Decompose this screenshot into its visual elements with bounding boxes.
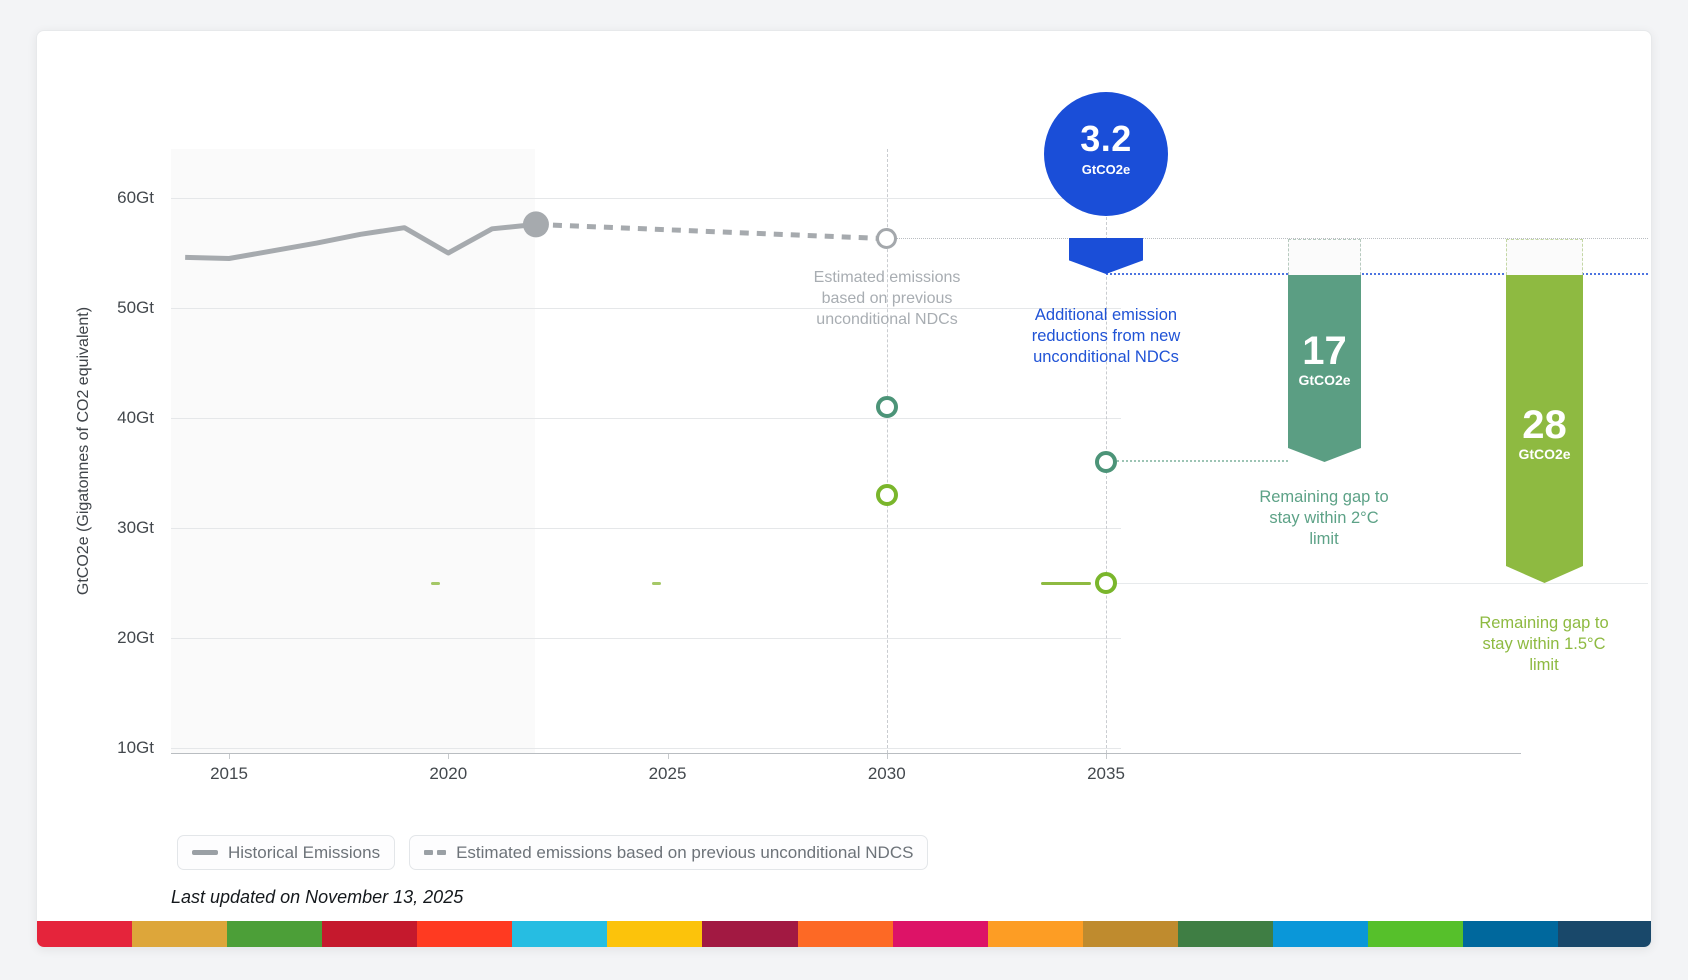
one-point-five-pathway-segment	[1041, 582, 1091, 585]
gap-15c-outline-box	[1506, 239, 1583, 275]
x-tick-label: 2020	[429, 764, 468, 783]
new-ndc-level-dotted-line	[1106, 273, 1648, 275]
y-tick-label: 60Gt	[117, 188, 154, 207]
gridline	[171, 528, 1121, 529]
gap-2c-number: 17 GtCO2e	[1288, 329, 1361, 388]
sdg-stripe-segment	[797, 921, 893, 947]
gridline	[171, 748, 1121, 749]
x-tick-label: 2015	[210, 764, 248, 783]
solid-line-swatch-icon	[192, 850, 218, 855]
caption-line: stay within 2°C	[1269, 509, 1379, 527]
estimated-2030-point[interactable]	[876, 228, 897, 249]
sdg-stripe-segment	[1367, 921, 1463, 947]
sdg-stripe-segment	[417, 921, 513, 947]
sdg-color-stripe	[37, 921, 1651, 947]
additional-reduction-badge[interactable]: 3.2 GtCO2e	[1044, 92, 1168, 216]
previous-ndc-note: Estimated emissions based on previous un…	[766, 267, 1008, 330]
x-tick-mark	[229, 753, 230, 759]
sdg-stripe-segment	[987, 921, 1083, 947]
x-tick-label: 2030	[867, 764, 906, 783]
y-tick-label: 20Gt	[117, 628, 154, 647]
x-tick-label: 2035	[1087, 764, 1125, 783]
gap-15c-arrow-bar[interactable]: 28 GtCO2e	[1506, 275, 1583, 583]
sdg-stripe-segment	[1558, 921, 1651, 947]
one-point-five-pathway-dash	[431, 582, 440, 585]
last-updated-note: Last updated on November 13, 2025	[171, 887, 464, 907]
label-line: Additional emission	[1034, 306, 1178, 324]
sdg-stripe-segment	[132, 921, 228, 947]
dashed-line-swatch-icon	[424, 850, 447, 855]
legend-label: Estimated emissions based on previous un…	[456, 842, 914, 862]
y-tick-label: 30Gt	[117, 518, 154, 537]
two-degree-level-dotted-line	[1117, 460, 1288, 462]
y-tick-label: 40Gt	[117, 408, 154, 427]
sdg-stripe-segment	[702, 921, 798, 947]
note-line: unconditional NDCs	[816, 311, 958, 328]
y-tick-label: 10Gt	[117, 738, 154, 757]
y-tick-label: 50Gt	[117, 298, 154, 317]
sdg-stripe-segment	[512, 921, 608, 947]
sdg-stripe-segment	[892, 921, 988, 947]
chart-card: 60Gt 50Gt 40Gt 30Gt 20Gt 10Gt 2015 2020 2025 2030…	[36, 30, 1652, 948]
badge-value: 3.2	[1080, 118, 1132, 159]
caption-line: Remaining gap to	[1259, 488, 1389, 506]
legend-item-historical[interactable]: Historical Emissions	[177, 835, 396, 870]
note-line: Estimated emissions	[813, 269, 961, 286]
sdg-stripe-segment	[322, 921, 418, 947]
sdg-stripe-segment	[607, 921, 703, 947]
caption-line: limit	[1529, 656, 1559, 674]
sdg-stripe-segment	[1177, 921, 1273, 947]
x-axis-line	[171, 753, 1521, 754]
y-axis-title: GtCO2e (Gigatonnes of CO2 equivalent)	[75, 306, 92, 596]
gridline	[171, 308, 1121, 309]
label-line: unconditional NDCs	[1033, 348, 1179, 366]
gap-15c-unit: GtCO2e	[1518, 446, 1571, 462]
x-tick-mark	[1106, 753, 1107, 759]
x-tick-mark	[448, 753, 450, 759]
grid-layer: 60Gt 50Gt 40Gt 30Gt 20Gt 10Gt 2015 2020 2025 2030…	[37, 31, 1651, 947]
gap-2c-caption: Remaining gap to stay within 2°C limit	[1214, 487, 1434, 550]
caption-line: stay within 1.5°C	[1482, 635, 1606, 653]
legend-item-estimated[interactable]: Estimated emissions based on previous un…	[409, 835, 929, 870]
sdg-stripe-segment	[227, 921, 323, 947]
label-line: reductions from new	[1031, 327, 1181, 345]
legend-label: Historical Emissions	[228, 842, 381, 862]
x-tick-mark	[667, 753, 669, 759]
note-line: based on previous	[821, 290, 953, 307]
gap-2c-unit: GtCO2e	[1298, 372, 1351, 388]
sdg-stripe-segment	[37, 921, 133, 947]
gridline	[171, 638, 1121, 639]
gap-2c-outline-box	[1288, 239, 1361, 275]
new-ndc-label: Additional emission reductions from new …	[981, 305, 1231, 368]
one-point-five-degree-level-line	[1116, 583, 1648, 584]
vertical-guide-2030	[887, 149, 888, 753]
x-tick-label: 2025	[648, 764, 687, 783]
gap-15c-number: 28 GtCO2e	[1506, 403, 1583, 462]
sdg-stripe-segment	[1462, 921, 1558, 947]
sdg-stripe-segment	[1082, 921, 1178, 947]
gap-15c-caption: Remaining gap to stay within 1.5°C limit	[1434, 613, 1651, 676]
one-point-five-pathway-dash	[652, 582, 661, 585]
caption-line: Remaining gap to	[1479, 614, 1609, 632]
x-tick-mark	[886, 753, 888, 759]
vertical-guide-2035	[1106, 217, 1107, 753]
gap-15c-value: 28	[1522, 403, 1567, 447]
legend: Historical Emissions Estimated emissions…	[177, 835, 929, 870]
gridline	[171, 198, 1121, 199]
previous-ndc-level-dotted-line	[897, 238, 1648, 239]
caption-line: limit	[1309, 530, 1339, 548]
gap-2c-arrow-bar[interactable]: 17 GtCO2e	[1288, 275, 1361, 462]
badge-unit: GtCO2e	[1081, 162, 1131, 177]
gridline	[171, 418, 1121, 419]
sdg-stripe-segment	[1272, 921, 1368, 947]
gap-2c-value: 17	[1302, 329, 1347, 373]
